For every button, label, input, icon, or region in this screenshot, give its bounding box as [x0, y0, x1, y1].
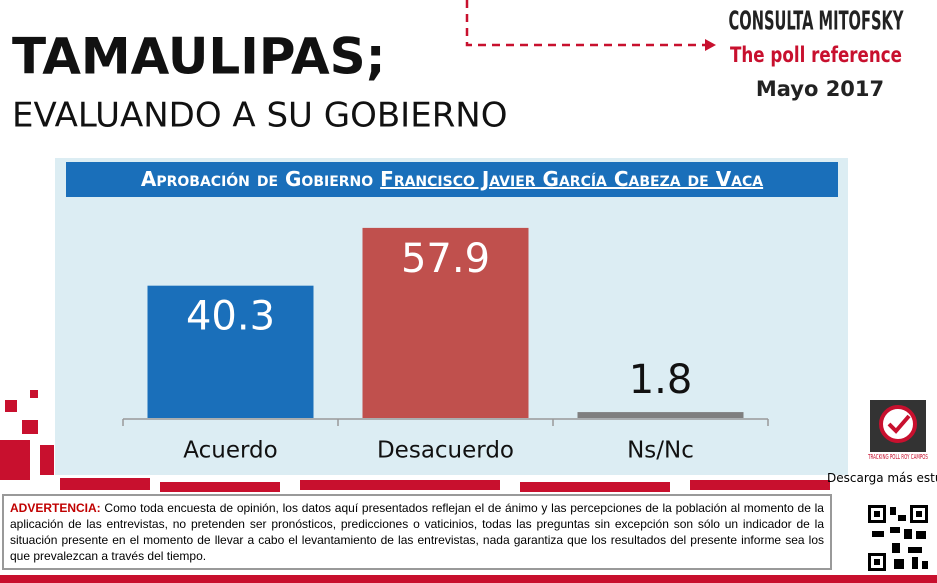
plot: Acuerdo 40.3 Desacuerdo 57.9 Ns/Nc 1.8: [122, 227, 769, 464]
badge-circle: [879, 405, 917, 443]
dashed-line: [465, 0, 705, 47]
chart-title: Aprobación de Gobierno Francisco Javier …: [141, 167, 763, 191]
chart-title-name: Francisco Javier García Cabeza de Vaca: [380, 167, 763, 191]
logo-date: Mayo 2017: [756, 77, 884, 101]
page-title: TAMAULIPAS;: [12, 28, 386, 86]
value-label: 57.9: [401, 236, 490, 282]
qr-code: [868, 505, 928, 571]
x-tick-label: Acuerdo: [183, 438, 277, 464]
page-subtitle: EVALUANDO A SU GOBIERNO: [12, 96, 508, 136]
decoration: [0, 390, 937, 583]
download-text: Descarga más estudios: [827, 471, 937, 485]
bar: [147, 285, 314, 418]
x-tick-label: Desacuerdo: [377, 438, 514, 464]
logo-brand: CONSULTA MITOFSKY: [729, 7, 905, 37]
arrow: [705, 39, 716, 51]
warning-box: ADVERTENCIA: Como toda encuesta de opini…: [2, 494, 832, 570]
bar: [362, 227, 529, 418]
bar: [577, 412, 744, 418]
logo-tagline: The poll reference: [730, 43, 902, 67]
badge-check: [887, 414, 911, 434]
badge-text: TRACKING POLL ROY CAMPOS: [867, 453, 928, 461]
chart-title-bar: [66, 162, 838, 197]
chart-title-part: Aprobación de Gobierno: [141, 167, 373, 191]
x-tick-label: Ns/Nc: [627, 438, 694, 464]
warning-text: Como toda encuesta de opinión, los datos…: [10, 501, 824, 563]
value-label: 1.8: [629, 357, 693, 403]
value-label: 40.3: [186, 294, 275, 340]
warning-label: ADVERTENCIA:: [10, 501, 101, 515]
